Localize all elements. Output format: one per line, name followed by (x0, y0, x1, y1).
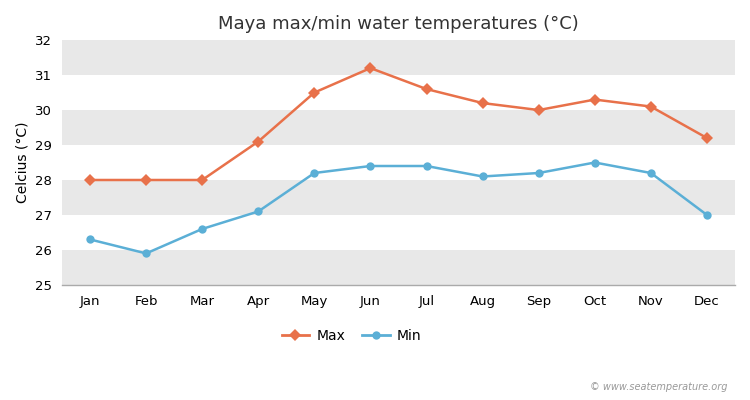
Line: Min: Min (86, 158, 711, 258)
Max (310, 90, 319, 95)
Max (142, 178, 151, 182)
Min (366, 164, 375, 168)
Max (703, 136, 712, 140)
Min (590, 160, 599, 165)
Max (590, 97, 599, 102)
Min (422, 164, 431, 168)
Max (366, 66, 375, 70)
Bar (62, 75, 735, 110)
Text: © www.seatemperature.org: © www.seatemperature.org (590, 382, 728, 392)
Max (646, 104, 656, 109)
Min (142, 251, 151, 256)
Min (478, 174, 487, 179)
Min (646, 170, 656, 175)
Bar (62, 145, 735, 180)
Max (254, 139, 262, 144)
Min (254, 209, 262, 214)
Min (310, 170, 319, 175)
Y-axis label: Celcius (°C): Celcius (°C) (15, 122, 29, 203)
Bar (62, 250, 735, 285)
Bar (62, 40, 735, 75)
Min (703, 212, 712, 217)
Max (478, 101, 487, 106)
Min (86, 237, 94, 242)
Min (534, 170, 543, 175)
Line: Max: Max (86, 64, 711, 184)
Bar (62, 180, 735, 215)
Max (534, 108, 543, 112)
Max (86, 178, 94, 182)
Bar (62, 110, 735, 145)
Legend: Max, Min: Max, Min (276, 324, 427, 349)
Max (422, 87, 431, 92)
Min (198, 226, 207, 231)
Title: Maya max/min water temperatures (°C): Maya max/min water temperatures (°C) (218, 15, 579, 33)
Bar (62, 215, 735, 250)
Max (198, 178, 207, 182)
